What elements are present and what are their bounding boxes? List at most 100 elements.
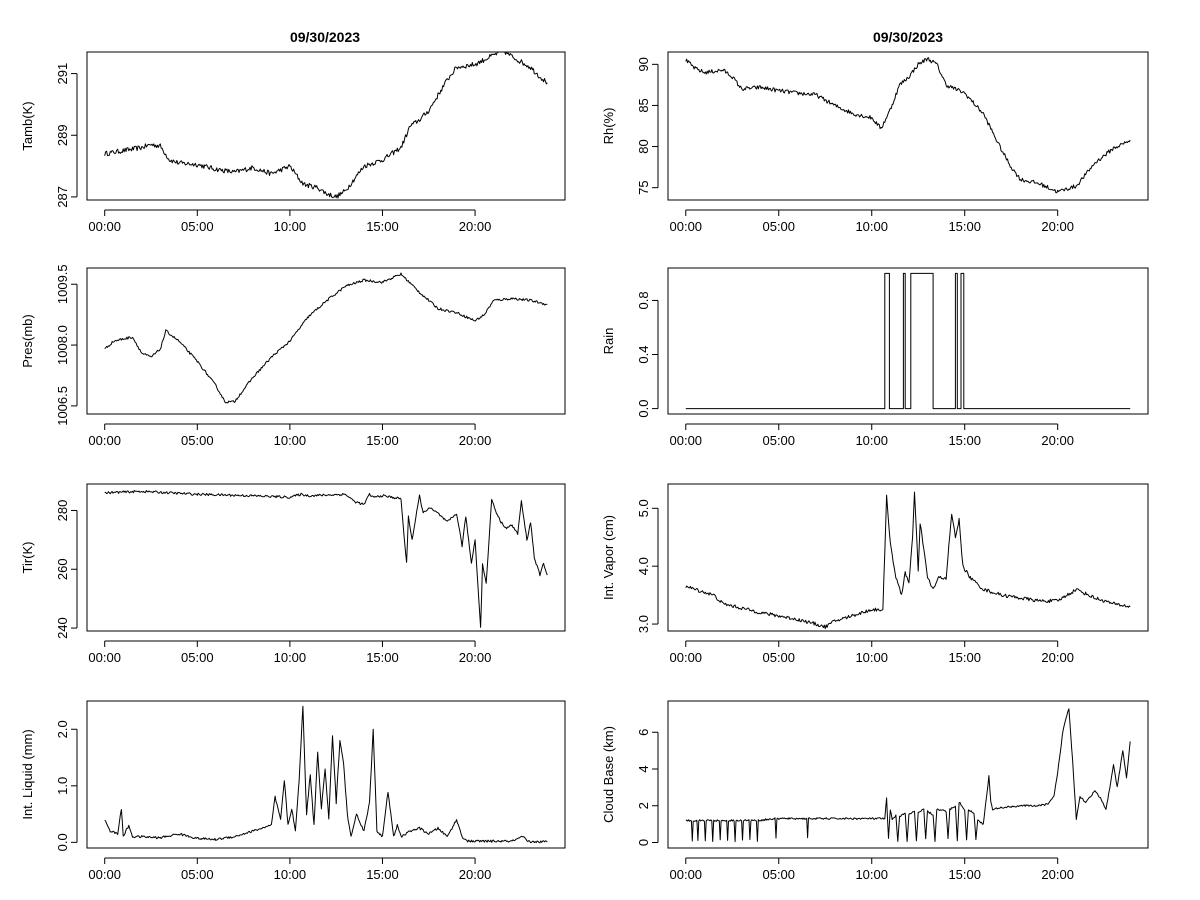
y-axis-label: Cloud Base (km) xyxy=(601,726,616,823)
x-tick-label: 05:00 xyxy=(762,650,795,665)
x-tick-label: 00:00 xyxy=(88,433,121,448)
y-tick-label: 287 xyxy=(55,186,70,208)
x-tick-label: 20:00 xyxy=(1041,219,1074,234)
y-axis-label: Rh(%) xyxy=(601,108,616,145)
x-tick-label: 00:00 xyxy=(88,219,121,234)
plot-frame xyxy=(86,700,566,849)
x-tick-label: 00:00 xyxy=(670,433,703,448)
y-axis-label: Int. Vapor (cm) xyxy=(601,515,616,600)
panel-cloud-base-km: 00:00 05:00 10:00 15:00 20:00 0 2 4 6 Cloud Base … xyxy=(601,700,1149,882)
x-tick-label: 00:00 xyxy=(88,867,121,882)
y-tick-label: 0.8 xyxy=(636,291,651,309)
panel-tir-k: 00:00 05:00 10:00 15:00 20:00 240 260 280 Tir(K) xyxy=(20,483,566,665)
x-tick-label: 05:00 xyxy=(762,433,795,448)
y-tick-label: 2 xyxy=(636,802,651,809)
y-tick-label: 1009.5 xyxy=(55,264,70,304)
y-tick-label: 90 xyxy=(636,57,651,71)
plot-frame xyxy=(86,267,566,415)
y-tick-label: 5.0 xyxy=(636,499,651,517)
plot-frame xyxy=(86,483,566,632)
y-axis-label: Tamb(K) xyxy=(20,101,35,150)
x-tick-label: 15:00 xyxy=(948,219,981,234)
panel-int-liquid-mm: 00:00 05:00 10:00 15:00 20:00 0.0 1.0 2.0 Int. L… xyxy=(20,700,566,882)
x-tick-label: 20:00 xyxy=(459,650,492,665)
series-line-int-liquid-mm xyxy=(104,705,548,844)
x-tick-label: 00:00 xyxy=(670,650,703,665)
x-tick-label: 10:00 xyxy=(274,433,307,448)
x-tick-label: 15:00 xyxy=(948,650,981,665)
y-tick-label: 4.0 xyxy=(636,557,651,575)
x-tick-label: 05:00 xyxy=(181,650,214,665)
x-tick-label: 20:00 xyxy=(1041,867,1074,882)
panel-rh: 00:00 05:00 10:00 15:00 20:00 75 80 85 90 Rh(%) xyxy=(601,51,1149,234)
series-line-int-vapor-cm xyxy=(685,491,1131,630)
left-column-title: 09/30/2023 xyxy=(290,29,360,45)
y-tick-label: 6 xyxy=(636,729,651,736)
x-tick-label: 05:00 xyxy=(181,433,214,448)
y-tick-label: 2.0 xyxy=(55,720,70,738)
x-tick-label: 20:00 xyxy=(459,433,492,448)
x-tick-label: 10:00 xyxy=(855,433,888,448)
x-tick-label: 10:00 xyxy=(855,650,888,665)
y-tick-label: 4 xyxy=(636,765,651,772)
x-tick-label: 15:00 xyxy=(366,867,399,882)
y-axis-label: Rain xyxy=(601,328,616,355)
x-tick-label: 00:00 xyxy=(670,867,703,882)
x-tick-label: 00:00 xyxy=(670,219,703,234)
series-line-rain xyxy=(685,272,1131,410)
series-line-tamb-k xyxy=(104,51,548,199)
y-tick-label: 291 xyxy=(55,63,70,85)
x-tick-label: 10:00 xyxy=(855,867,888,882)
panel-rain: 00:00 05:00 10:00 15:00 20:00 0.0 0.4 0.8 Rain xyxy=(601,267,1149,448)
series-line-cloud-base-km xyxy=(685,708,1131,843)
x-tick-label: 00:00 xyxy=(88,650,121,665)
x-tick-label: 05:00 xyxy=(762,219,795,234)
x-tick-label: 20:00 xyxy=(1041,650,1074,665)
x-tick-label: 10:00 xyxy=(274,219,307,234)
x-tick-label: 15:00 xyxy=(366,650,399,665)
panel-int-vapor-cm: 00:00 05:00 10:00 15:00 20:00 3.0 4.0 5.0 Int. V… xyxy=(601,483,1149,665)
panel-tamb-k: 00:00 05:00 10:00 15:00 20:00 287 289 291 Tamb(K… xyxy=(20,51,566,234)
plot-frame xyxy=(667,267,1149,415)
y-tick-label: 260 xyxy=(55,558,70,580)
x-tick-label: 10:00 xyxy=(274,867,307,882)
y-tick-label: 80 xyxy=(636,139,651,153)
y-tick-label: 1008.0 xyxy=(55,325,70,365)
plot-frame xyxy=(86,51,566,201)
y-tick-label: 289 xyxy=(55,124,70,146)
x-tick-label: 15:00 xyxy=(366,219,399,234)
x-tick-label: 05:00 xyxy=(181,867,214,882)
y-axis-label: Int. Liquid (mm) xyxy=(20,729,35,819)
x-tick-label: 15:00 xyxy=(948,433,981,448)
y-tick-label: 75 xyxy=(636,180,651,194)
y-tick-label: 280 xyxy=(55,500,70,522)
x-tick-label: 20:00 xyxy=(459,219,492,234)
x-tick-label: 20:00 xyxy=(1041,433,1074,448)
y-tick-label: 1.0 xyxy=(55,777,70,795)
panel-pres-mb: 00:00 05:00 10:00 15:00 20:00 1006.5 1008.0 100… xyxy=(20,264,566,448)
y-tick-label: 0.4 xyxy=(636,345,651,363)
panels: 00:00 05:00 10:00 15:00 20:00 287 289 291 Tamb(K… xyxy=(20,51,1149,882)
series-line-rh xyxy=(685,57,1131,194)
y-tick-label: 1006.5 xyxy=(55,386,70,426)
x-tick-label: 20:00 xyxy=(459,867,492,882)
y-tick-label: 240 xyxy=(55,617,70,639)
x-tick-label: 05:00 xyxy=(762,867,795,882)
plot-frame xyxy=(667,700,1149,849)
x-tick-label: 10:00 xyxy=(855,219,888,234)
right-column-title: 09/30/2023 xyxy=(873,29,943,45)
y-tick-label: 3.0 xyxy=(636,615,651,633)
y-axis-label: Pres(mb) xyxy=(20,314,35,367)
y-axis-label: Tir(K) xyxy=(20,541,35,573)
y-tick-label: 0.0 xyxy=(55,833,70,851)
x-tick-label: 05:00 xyxy=(181,219,214,234)
x-tick-label: 15:00 xyxy=(366,433,399,448)
y-tick-label: 0 xyxy=(636,839,651,846)
y-tick-label: 85 xyxy=(636,98,651,112)
plot-frame xyxy=(667,51,1149,201)
plot-frame xyxy=(667,483,1149,632)
y-tick-label: 0.0 xyxy=(636,400,651,418)
x-tick-label: 15:00 xyxy=(948,867,981,882)
x-tick-label: 10:00 xyxy=(274,650,307,665)
